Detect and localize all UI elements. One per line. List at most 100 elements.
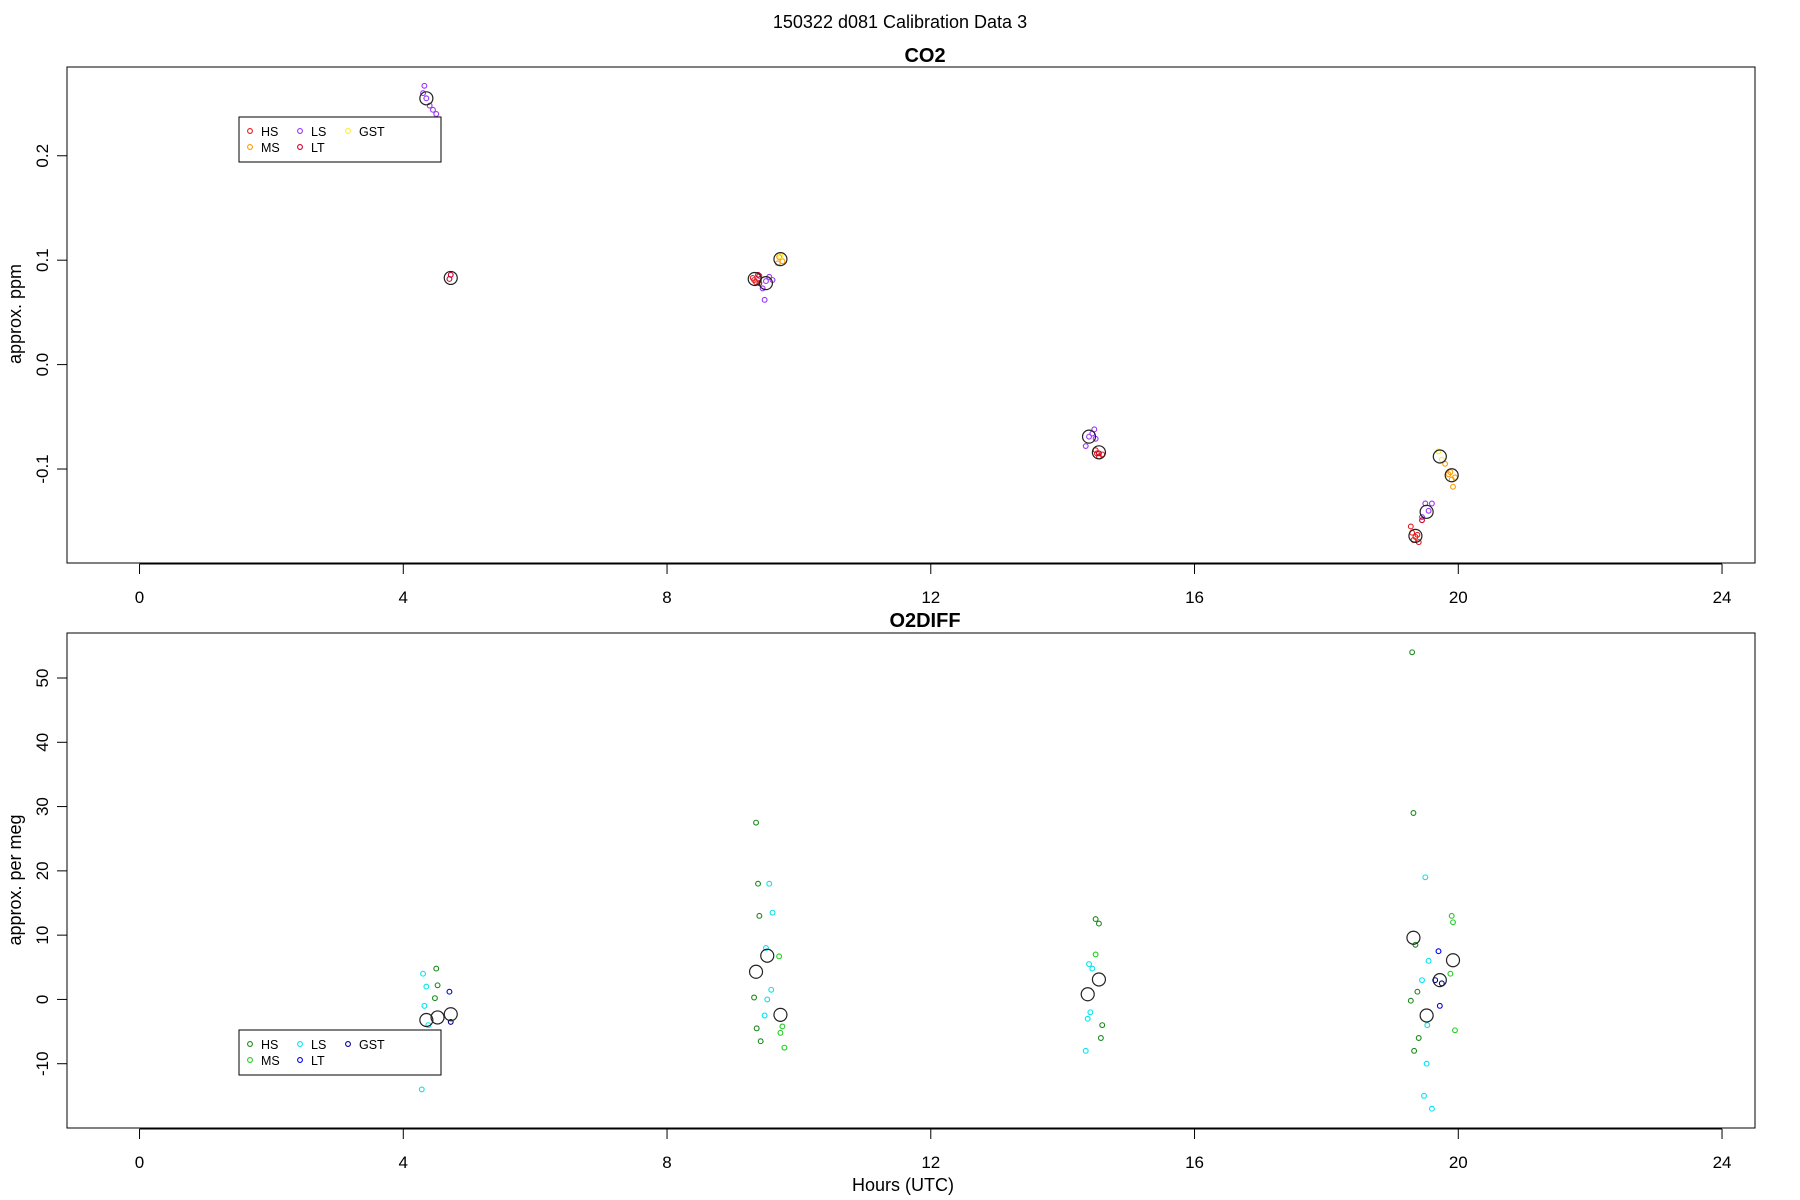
o2diff-point-ms bbox=[1447, 970, 1454, 977]
co2-y-tick-label: 0.0 bbox=[33, 353, 52, 377]
o2diff-title: O2DIFF bbox=[889, 610, 960, 632]
o2diff-point-hs bbox=[1410, 810, 1417, 816]
co2-legend: HS MS LS LT GST bbox=[238, 116, 442, 163]
o2diff-point-ls bbox=[768, 986, 775, 993]
o2diff-point-ls bbox=[1086, 961, 1092, 968]
co2-mean-marker bbox=[443, 270, 458, 286]
o2diff-legend-label: HS bbox=[261, 1038, 278, 1052]
o2diff-x-tick-label: 20 bbox=[1449, 1153, 1468, 1172]
o2diff-point-hs bbox=[1097, 1035, 1104, 1041]
o2diff-mean-marker bbox=[748, 964, 764, 979]
co2-legend-label: LS bbox=[311, 125, 326, 139]
o2diff-mean-marker bbox=[1080, 987, 1095, 1002]
co2-point-lt bbox=[447, 271, 454, 278]
o2diff-mean-marker bbox=[1419, 1008, 1434, 1023]
co2-point-ms bbox=[1450, 483, 1456, 490]
o2diff-mean-marker bbox=[760, 948, 775, 963]
o2diff-series-gst bbox=[447, 977, 1445, 1025]
o2diff-y-tick-label: 10 bbox=[33, 926, 52, 945]
co2-legend-marker bbox=[297, 128, 303, 134]
co2-x-axis: 0 4 8 12 16 20 24 bbox=[135, 563, 1732, 607]
o2diff-point-hs bbox=[434, 982, 441, 989]
o2diff-point-ls bbox=[1425, 957, 1432, 964]
o2diff-point-gst bbox=[447, 1018, 454, 1025]
co2-point-gst bbox=[1438, 456, 1445, 463]
o2diff-legend-label: GST bbox=[359, 1038, 385, 1052]
o2diff-point-ms bbox=[1448, 912, 1455, 919]
co2-point-ls bbox=[1425, 507, 1432, 514]
o2diff-panel: O2DIFF approx. per meg Hours (UTC) 0 4 8 12… bbox=[5, 610, 1756, 1195]
o2diff-mean-marker bbox=[1432, 973, 1447, 988]
o2diff-legend-label: MS bbox=[261, 1054, 280, 1068]
co2-point-ls bbox=[1428, 500, 1435, 507]
co2-legend-marker bbox=[247, 128, 253, 134]
o2diff-point-ls bbox=[1423, 1060, 1430, 1067]
co2-y-tick-label: 0.2 bbox=[33, 144, 52, 168]
co2-legend-label: LT bbox=[311, 141, 325, 155]
o2diff-point-ls bbox=[1084, 1015, 1091, 1022]
co2-point-ms bbox=[776, 254, 783, 260]
co2-point-ls bbox=[421, 82, 428, 89]
o2diff-x-tick-label: 24 bbox=[1713, 1153, 1732, 1172]
co2-mean-marker bbox=[773, 252, 788, 267]
o2diff-y-tick-label: 40 bbox=[33, 733, 52, 752]
o2diff-series-ms bbox=[776, 912, 1458, 1051]
co2-point-ms bbox=[1442, 460, 1449, 467]
co2-legend-marker bbox=[345, 128, 351, 134]
co2-point-lt bbox=[1095, 450, 1102, 457]
o2diff-mean-marker bbox=[1406, 930, 1421, 945]
o2diff-point-ls bbox=[764, 996, 771, 1003]
co2-mean-marker bbox=[1432, 449, 1447, 464]
o2diff-legend-box bbox=[238, 1029, 442, 1076]
o2diff-point-hs bbox=[1099, 1022, 1106, 1029]
co2-series-ls bbox=[420, 82, 1435, 521]
co2-x-tick-label: 0 bbox=[135, 588, 144, 607]
o2diff-point-hs bbox=[431, 995, 438, 1002]
o2diff-mean-marker bbox=[1091, 972, 1107, 987]
co2-point-ms bbox=[779, 258, 786, 265]
o2diff-legend-label: LS bbox=[311, 1038, 326, 1052]
o2diff-point-ls bbox=[761, 1012, 768, 1019]
o2diff-y-tick-label: 0 bbox=[33, 995, 52, 1004]
o2diff-point-hs bbox=[755, 880, 761, 887]
co2-point-ls bbox=[762, 278, 769, 285]
o2diff-point-ls bbox=[1428, 1105, 1435, 1112]
co2-mean-marker bbox=[1444, 468, 1459, 483]
o2diff-y-tick-label: 20 bbox=[33, 861, 52, 880]
o2diff-point-ls bbox=[1424, 1022, 1431, 1029]
co2-point-ls bbox=[1091, 426, 1098, 433]
o2diff-point-ls bbox=[1082, 1047, 1089, 1054]
co2-legend-label: GST bbox=[359, 125, 385, 139]
o2diff-series-hs bbox=[431, 649, 1422, 1054]
co2-mean-marker bbox=[1408, 528, 1423, 543]
o2diff-x-axis: 0 4 8 12 16 20 24 bbox=[135, 1128, 1732, 1172]
co2-point-hs bbox=[1407, 523, 1414, 530]
co2-x-tick-label: 8 bbox=[662, 588, 671, 607]
co2-x-tick-label: 24 bbox=[1713, 588, 1732, 607]
co2-series-gst bbox=[777, 253, 1445, 463]
o2diff-point-ls bbox=[762, 945, 769, 951]
co2-point-ls bbox=[420, 90, 427, 97]
co2-point-ls bbox=[1082, 443, 1089, 449]
o2diff-point-hs bbox=[1095, 920, 1102, 927]
co2-point-ls bbox=[423, 95, 430, 102]
co2-point-ls bbox=[761, 296, 768, 303]
o2diff-point-lt bbox=[1435, 948, 1442, 955]
o2diff-x-tick-label: 4 bbox=[399, 1153, 408, 1172]
o2diff-legend-label: LT bbox=[311, 1054, 325, 1068]
o2diff-point-ms bbox=[1092, 951, 1099, 958]
o2diff-legend-marker bbox=[297, 1057, 303, 1063]
o2diff-x-axis-label: Hours (UTC) bbox=[852, 1175, 954, 1195]
co2-point-ls bbox=[1419, 514, 1425, 521]
co2-legend-marker bbox=[297, 144, 303, 150]
o2diff-x-tick-label: 16 bbox=[1185, 1153, 1204, 1172]
co2-legend-marker bbox=[247, 144, 253, 150]
co2-panel: CO2 approx. ppm 0 4 8 12 16 20 24 -0.1 0.0 0.1 0.2… bbox=[5, 45, 1756, 607]
co2-legend-label: HS bbox=[261, 125, 278, 139]
co2-mean-marker bbox=[419, 91, 434, 106]
o2diff-series-lt bbox=[446, 948, 1443, 1009]
o2diff-point-ls bbox=[1419, 977, 1425, 984]
co2-point-ls bbox=[759, 285, 766, 292]
co2-y-axis: -0.1 0.0 0.1 0.2 bbox=[33, 144, 68, 484]
o2diff-point-ms bbox=[1450, 919, 1456, 926]
